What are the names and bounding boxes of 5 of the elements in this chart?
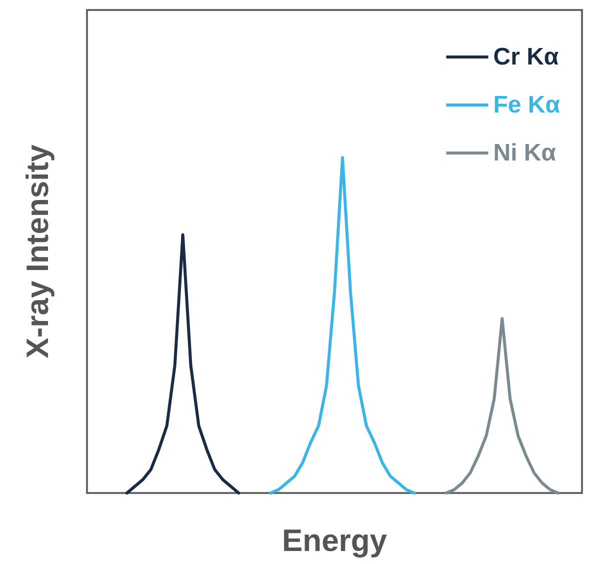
legend-label: Cr Kα [493, 44, 559, 70]
x-axis-title: Energy [282, 523, 388, 558]
y-axis-title: X-ray Intensity [20, 144, 55, 358]
legend-label: Fe Kα [493, 92, 560, 118]
legend-label: Ni Kα [493, 140, 556, 166]
